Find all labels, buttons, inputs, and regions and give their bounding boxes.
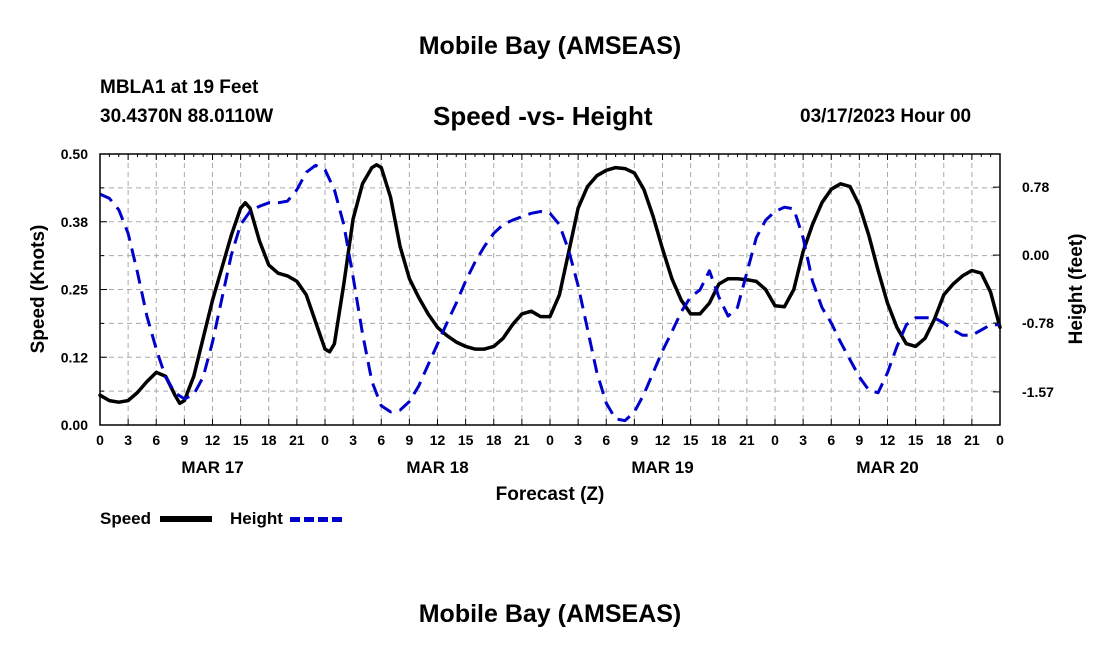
date-label: MAR 19 (631, 458, 693, 477)
y2-tick-label: 0.00 (1022, 247, 1049, 263)
chart-grid (100, 154, 1000, 425)
x-tick-label: 18 (486, 432, 502, 448)
x-tick-label: 0 (996, 432, 1004, 448)
x-tick-label: 6 (377, 432, 385, 448)
x-tick-label: 9 (630, 432, 638, 448)
x-tick-label: 0 (771, 432, 779, 448)
x-tick-label: 18 (936, 432, 952, 448)
date-label: MAR 18 (406, 458, 468, 477)
station-label: MBLA1 at 19 Feet (100, 77, 259, 98)
x-tick-label: 6 (152, 432, 160, 448)
y2-tick-label: -0.78 (1022, 315, 1054, 331)
x-tick-label: 3 (124, 432, 132, 448)
page-title: Mobile Bay (AMSEAS) (418, 32, 682, 60)
x-tick-label: 15 (908, 432, 924, 448)
x-tick-label: 9 (180, 432, 188, 448)
legend-height-label: Height (230, 509, 283, 528)
chart-subtitle: Speed -vs- Height (433, 101, 653, 131)
y-tick-label: 0.25 (61, 282, 88, 298)
x-tick-label: 0 (546, 432, 554, 448)
x-tick-label: 12 (430, 432, 446, 448)
x-tick-label: 12 (205, 432, 221, 448)
y-tick-label: 0.00 (61, 417, 88, 433)
y-tick-label: 0.38 (61, 214, 88, 230)
y2-tick-label: 0.78 (1022, 179, 1049, 195)
speed-series-line (98, 163, 1002, 406)
x-tick-label: 6 (602, 432, 610, 448)
chart-series (98, 163, 1002, 423)
x-tick-label: 9 (855, 432, 863, 448)
y2-tick-label: -1.57 (1022, 384, 1054, 400)
x-tick-label: 21 (964, 432, 980, 448)
y-axis-label: Speed (Knots) (28, 225, 49, 354)
legend-height-swatch (290, 517, 342, 522)
x-tick-label: 12 (880, 432, 896, 448)
height-series-line (99, 163, 1000, 423)
date-label: MAR 17 (181, 458, 243, 477)
x-tick-label: 6 (827, 432, 835, 448)
y2-axis-label: Height (feet) (1066, 234, 1087, 345)
x-tick-label: 3 (799, 432, 807, 448)
x-tick-label: 3 (349, 432, 357, 448)
x-tick-label: 12 (655, 432, 671, 448)
forecast-run-time: 03/17/2023 Hour 00 (800, 106, 972, 127)
x-tick-label: 21 (739, 432, 755, 448)
x-tick-label: 0 (96, 432, 104, 448)
x-tick-label: 15 (233, 432, 249, 448)
station-coordinates: 30.4370N 88.0110W (100, 106, 274, 127)
chart-axes: 0 3 6 9 12 15 18 21 0 3 6 9 12 15 18 21 0 3 6 9 12 15 18 21 0 3 6 9… (61, 146, 1054, 477)
x-tick-label: 21 (514, 432, 530, 448)
x-tick-label: 18 (711, 432, 727, 448)
x-tick-label: 0 (321, 432, 329, 448)
x-tick-label: 21 (289, 432, 305, 448)
x-tick-label: 15 (458, 432, 474, 448)
x-tick-label: 15 (683, 432, 699, 448)
y-tick-label: 0.12 (61, 349, 88, 365)
y-tick-label: 0.50 (61, 146, 88, 162)
x-tick-label: 3 (574, 432, 582, 448)
x-tick-label: 9 (405, 432, 413, 448)
x-axis-label: Forecast (Z) (496, 484, 605, 505)
legend-speed-label: Speed (100, 509, 152, 528)
legend-speed-swatch (160, 516, 212, 522)
footer-title: Mobile Bay (AMSEAS) (418, 600, 682, 628)
x-tick-label: 18 (261, 432, 277, 448)
date-label: MAR 20 (856, 458, 918, 477)
